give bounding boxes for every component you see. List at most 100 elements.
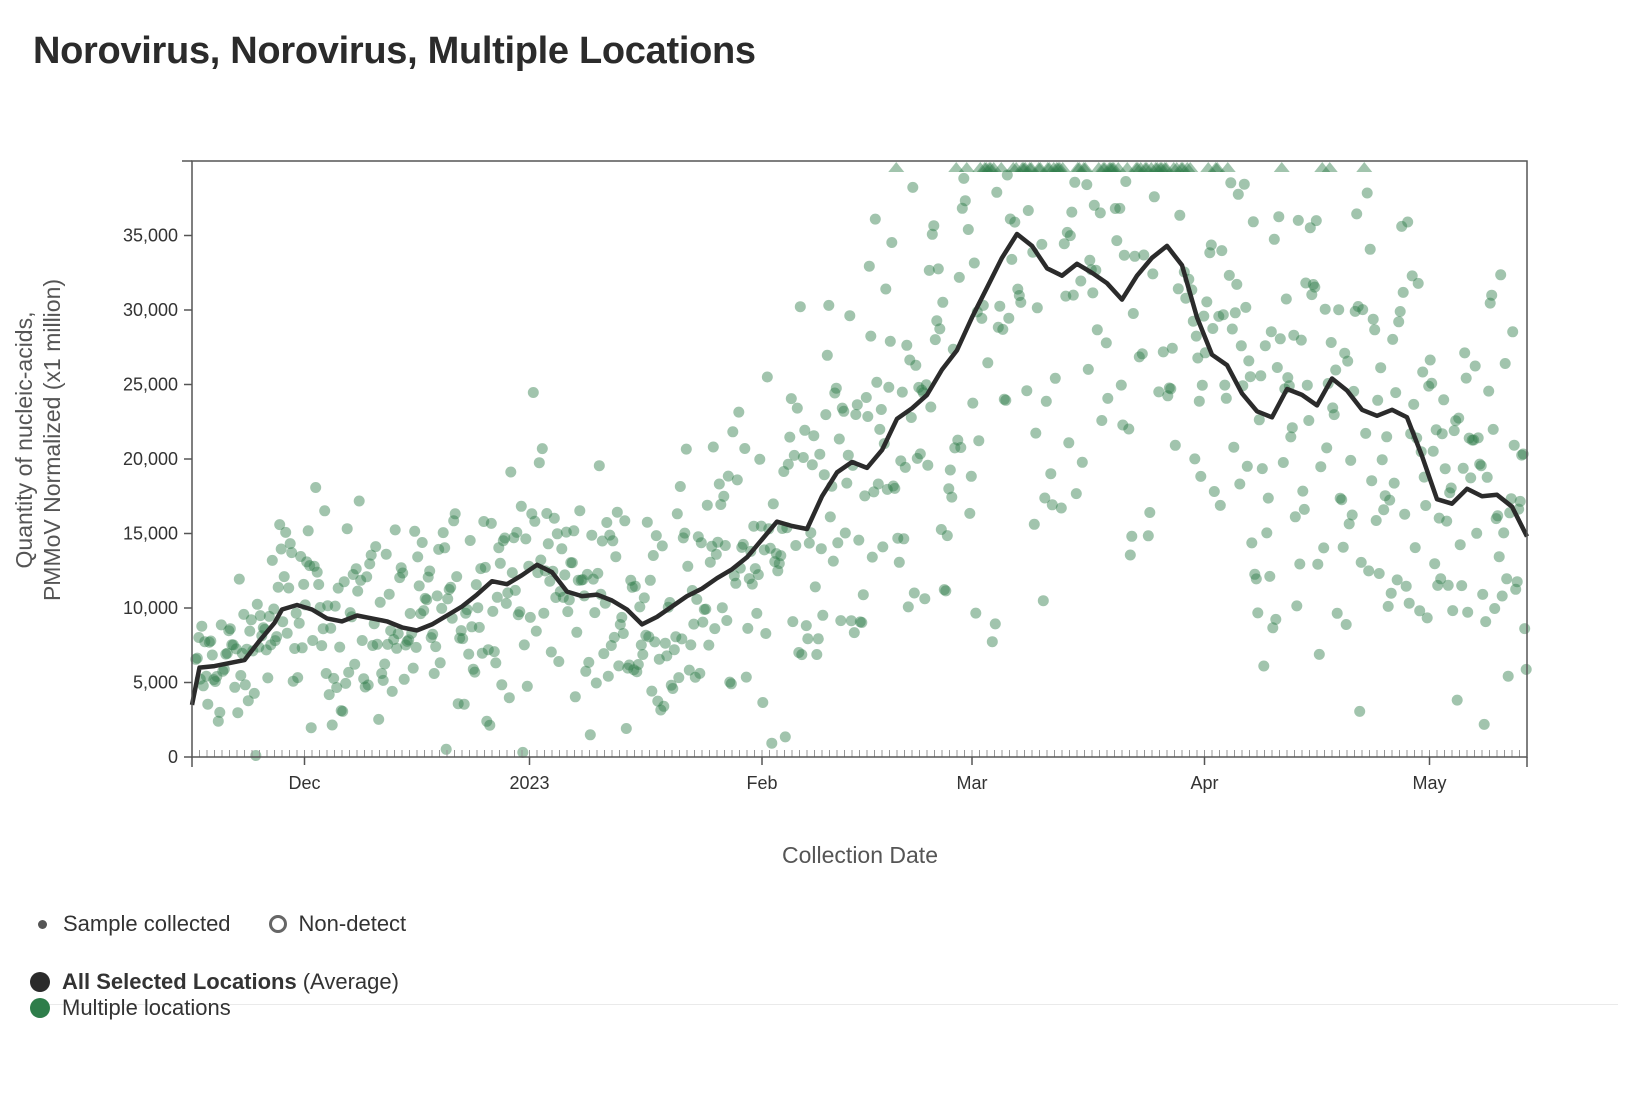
sample-point[interactable] (859, 490, 871, 502)
sample-point[interactable] (1355, 556, 1367, 568)
sample-point[interactable] (691, 593, 703, 605)
sample-point[interactable] (560, 526, 572, 538)
sample-point[interactable] (1204, 247, 1216, 259)
sample-point[interactable] (1084, 254, 1096, 266)
sample-point[interactable] (646, 685, 658, 697)
sample-point[interactable] (1438, 394, 1450, 406)
sample-point[interactable] (239, 679, 251, 691)
sample-point[interactable] (430, 641, 442, 653)
sample-point[interactable] (1039, 492, 1051, 504)
sample-point[interactable] (277, 616, 289, 628)
sample-point[interactable] (652, 695, 664, 707)
sample-point[interactable] (1037, 595, 1049, 607)
sample-point[interactable] (772, 565, 784, 577)
sample-point[interactable] (1040, 395, 1052, 407)
sample-point[interactable] (844, 310, 856, 322)
sample-point[interactable] (1384, 494, 1396, 506)
sample-point[interactable] (263, 610, 275, 622)
sample-point[interactable] (1400, 580, 1412, 592)
sample-point[interactable] (1507, 326, 1519, 338)
sample-point[interactable] (1375, 362, 1387, 374)
sample-point[interactable] (854, 616, 866, 628)
sample-point[interactable] (749, 563, 761, 575)
sample-point[interactable] (704, 556, 716, 568)
sample-point[interactable] (727, 426, 739, 438)
sample-point[interactable] (436, 602, 448, 614)
sample-point[interactable] (341, 523, 353, 535)
sample-point[interactable] (809, 581, 821, 593)
sample-point[interactable] (986, 636, 998, 648)
sample-point[interactable] (658, 700, 670, 712)
sample-point[interactable] (908, 587, 920, 599)
sample-point[interactable] (403, 634, 415, 646)
sample-point[interactable] (476, 647, 488, 659)
sample-point[interactable] (1382, 600, 1394, 612)
sample-point[interactable] (272, 581, 284, 593)
sample-point[interactable] (1436, 428, 1448, 440)
sample-point[interactable] (1394, 306, 1406, 317)
sample-point[interactable] (1234, 478, 1246, 490)
sample-point[interactable] (451, 571, 463, 583)
sample-point[interactable] (674, 481, 686, 492)
sample-point[interactable] (320, 668, 332, 679)
sample-point[interactable] (421, 594, 433, 606)
sample-point[interactable] (1376, 454, 1388, 466)
sample-point[interactable] (302, 525, 314, 537)
sample-point[interactable] (940, 585, 952, 597)
sample-point[interactable] (794, 301, 806, 313)
sample-point[interactable] (517, 746, 529, 758)
sample-point[interactable] (640, 629, 652, 641)
sample-point[interactable] (589, 607, 601, 619)
sample-point[interactable] (521, 680, 533, 692)
sample-point[interactable] (1463, 432, 1475, 444)
sample-point[interactable] (935, 524, 947, 535)
sample-point[interactable] (511, 526, 523, 538)
sample-point[interactable] (311, 566, 323, 578)
sample-point[interactable] (764, 542, 776, 554)
sample-point[interactable] (647, 550, 659, 561)
sample-point[interactable] (1339, 347, 1351, 359)
sample-point[interactable] (820, 409, 832, 421)
sample-point[interactable] (1370, 515, 1382, 526)
sample-point[interactable] (1385, 587, 1397, 599)
sample-point[interactable] (953, 271, 965, 283)
sample-point[interactable] (1519, 623, 1531, 635)
sample-point[interactable] (821, 349, 833, 361)
sample-point[interactable] (434, 657, 446, 669)
sample-point[interactable] (562, 606, 574, 618)
sample-point[interactable] (286, 547, 298, 559)
sample-point[interactable] (1460, 372, 1472, 384)
sample-point[interactable] (1241, 460, 1253, 472)
sample-point[interactable] (1253, 414, 1265, 426)
sample-point[interactable] (278, 571, 290, 583)
sample-point[interactable] (473, 621, 485, 633)
sample-point[interactable] (491, 591, 503, 603)
sample-point[interactable] (1133, 351, 1145, 363)
sample-point[interactable] (899, 461, 911, 473)
sample-point[interactable] (1196, 379, 1208, 391)
sample-point[interactable] (778, 466, 790, 477)
sample-point[interactable] (1142, 530, 1154, 542)
sample-point[interactable] (964, 507, 976, 519)
sample-point[interactable] (688, 618, 700, 630)
sample-point[interactable] (1049, 372, 1061, 384)
sample-point[interactable] (1414, 605, 1426, 617)
sample-point[interactable] (335, 705, 347, 717)
sample-point[interactable] (1262, 492, 1274, 504)
sample-point[interactable] (389, 524, 401, 536)
sample-point[interactable] (659, 637, 671, 649)
sample-point[interactable] (1292, 214, 1304, 226)
sample-point[interactable] (994, 300, 1006, 312)
sample-point[interactable] (677, 532, 689, 544)
sample-point[interactable] (1102, 392, 1114, 404)
sample-point[interactable] (799, 424, 811, 436)
sample-point[interactable] (815, 543, 827, 555)
sample-point[interactable] (409, 525, 421, 537)
sample-point[interactable] (1165, 383, 1177, 395)
sample-point[interactable] (626, 581, 638, 593)
sample-point[interactable] (601, 517, 613, 528)
sample-point[interactable] (644, 574, 656, 586)
sample-point[interactable] (296, 642, 308, 654)
sample-point[interactable] (404, 608, 416, 619)
sample-point[interactable] (1312, 558, 1324, 570)
